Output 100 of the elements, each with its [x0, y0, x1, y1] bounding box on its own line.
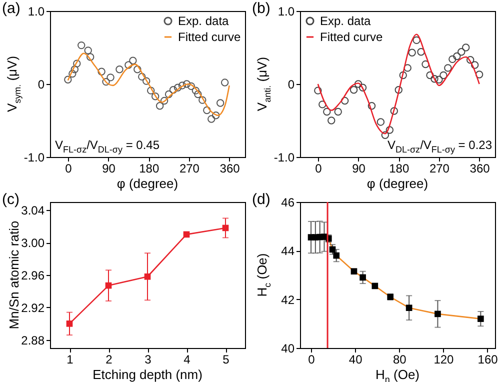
point [164, 90, 173, 98]
point [354, 80, 362, 88]
legend-label: Exp. data [178, 14, 230, 28]
y-tick-label: 0 [38, 78, 45, 92]
point [73, 60, 81, 68]
x-tick-label: 180 [389, 162, 410, 176]
x-tick-label: 90 [352, 162, 366, 176]
point [440, 71, 448, 80]
y-tick-label: 2.92 [21, 300, 45, 315]
x-tick-label: 90 [102, 162, 116, 176]
x-axis-title: φ (degree) [366, 176, 428, 191]
point [328, 116, 336, 124]
x-tick-label: 4 [184, 352, 191, 366]
point [194, 90, 202, 98]
point [314, 86, 322, 94]
x-tick-label: 360 [470, 162, 490, 176]
legend-label: Exp. data [320, 14, 372, 28]
point [98, 68, 106, 76]
y-tick-label: 46 [281, 196, 295, 210]
y-tick-label: 44 [281, 244, 295, 258]
point [434, 310, 441, 318]
point [212, 112, 220, 120]
point [426, 71, 434, 80]
x-axis-title: φ (degree) [116, 176, 178, 191]
point [70, 66, 79, 74]
point [182, 80, 191, 88]
point [412, 36, 420, 44]
x-tick-label: 40 [348, 352, 363, 366]
point [394, 86, 402, 94]
x-tick-label: 1 [66, 352, 74, 366]
y-tick-label: -1.0 [24, 150, 45, 164]
chart-title: (b) [252, 0, 270, 17]
y-tick-label: 42 [281, 292, 295, 307]
chart-title: (a) [2, 0, 20, 17]
point [129, 56, 137, 64]
point [404, 64, 412, 72]
line-series [317, 34, 480, 134]
point [358, 84, 367, 92]
point [323, 108, 331, 116]
point [66, 320, 73, 327]
point [86, 53, 94, 61]
point [453, 52, 461, 60]
point [368, 102, 376, 110]
y-tick-label: 3.04 [21, 204, 45, 218]
point [192, 86, 200, 94]
point [208, 115, 216, 123]
y-tick-label: -1.0 [274, 150, 295, 164]
point [435, 76, 443, 84]
point [478, 316, 484, 322]
point [329, 246, 336, 253]
point [220, 78, 229, 86]
x-tick-label: 3 [144, 352, 152, 366]
y-tick-label: 1.0 [28, 4, 45, 18]
point [334, 108, 342, 116]
point [84, 46, 92, 54]
point [78, 41, 86, 50]
x-tick-label: 5 [222, 352, 230, 366]
point [156, 102, 164, 110]
y-tick-label: 3.00 [21, 236, 45, 250]
point [386, 126, 394, 134]
x-tick-label: 160 [478, 352, 498, 366]
point [462, 44, 470, 52]
point [390, 107, 398, 115]
x-tick-label: 0 [65, 162, 72, 176]
x-tick-label: 360 [220, 162, 240, 176]
point [422, 60, 430, 68]
point [183, 231, 190, 238]
point [216, 99, 224, 107]
point [64, 76, 72, 84]
line-series [67, 52, 230, 116]
point [444, 64, 452, 72]
point [106, 74, 114, 82]
point [160, 96, 168, 105]
point [417, 48, 425, 56]
point [376, 118, 385, 126]
point [470, 61, 479, 69]
point [360, 274, 366, 281]
point [430, 75, 438, 83]
point [187, 82, 196, 90]
point [116, 66, 124, 74]
x-tick-label: 270 [429, 162, 450, 176]
point [475, 70, 484, 78]
point [105, 282, 112, 289]
point [138, 72, 146, 81]
point [408, 48, 416, 56]
annotation: V$_{DL-σz}$/V$_{FL-σy}$ = 0.23 [387, 138, 492, 154]
x-axis-title: Etching depth (nm) [92, 367, 202, 382]
point [333, 252, 340, 259]
point [372, 282, 378, 290]
point [458, 48, 466, 56]
y-tick-label: 2.96 [21, 268, 45, 282]
point [178, 82, 186, 90]
y-tick-label: 0 [288, 78, 295, 92]
x-tick-label: 180 [139, 162, 160, 176]
point [399, 71, 407, 80]
x-tick-label: 0 [315, 162, 322, 176]
point [174, 84, 182, 92]
point [350, 268, 358, 275]
legend-label: Fitted curve [178, 30, 242, 44]
point [169, 86, 178, 94]
